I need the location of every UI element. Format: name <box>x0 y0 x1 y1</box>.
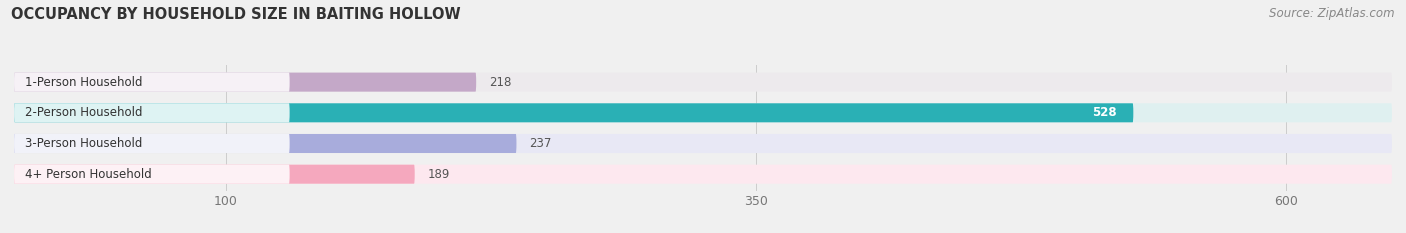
FancyBboxPatch shape <box>14 134 290 153</box>
Text: 189: 189 <box>427 168 450 181</box>
Text: 4+ Person Household: 4+ Person Household <box>25 168 152 181</box>
Text: OCCUPANCY BY HOUSEHOLD SIZE IN BAITING HOLLOW: OCCUPANCY BY HOUSEHOLD SIZE IN BAITING H… <box>11 7 461 22</box>
FancyBboxPatch shape <box>14 73 290 92</box>
Text: 2-Person Household: 2-Person Household <box>25 106 142 119</box>
Text: 3-Person Household: 3-Person Household <box>25 137 142 150</box>
FancyBboxPatch shape <box>14 103 1133 122</box>
FancyBboxPatch shape <box>14 165 415 184</box>
FancyBboxPatch shape <box>14 134 1392 153</box>
Text: 1-Person Household: 1-Person Household <box>25 76 142 89</box>
FancyBboxPatch shape <box>14 165 1392 184</box>
Text: 218: 218 <box>489 76 512 89</box>
Text: 528: 528 <box>1091 106 1116 119</box>
Text: 237: 237 <box>529 137 551 150</box>
FancyBboxPatch shape <box>14 103 290 122</box>
FancyBboxPatch shape <box>14 165 290 184</box>
FancyBboxPatch shape <box>14 73 1392 92</box>
FancyBboxPatch shape <box>14 73 477 92</box>
FancyBboxPatch shape <box>14 134 516 153</box>
FancyBboxPatch shape <box>14 103 1392 122</box>
Text: Source: ZipAtlas.com: Source: ZipAtlas.com <box>1270 7 1395 20</box>
